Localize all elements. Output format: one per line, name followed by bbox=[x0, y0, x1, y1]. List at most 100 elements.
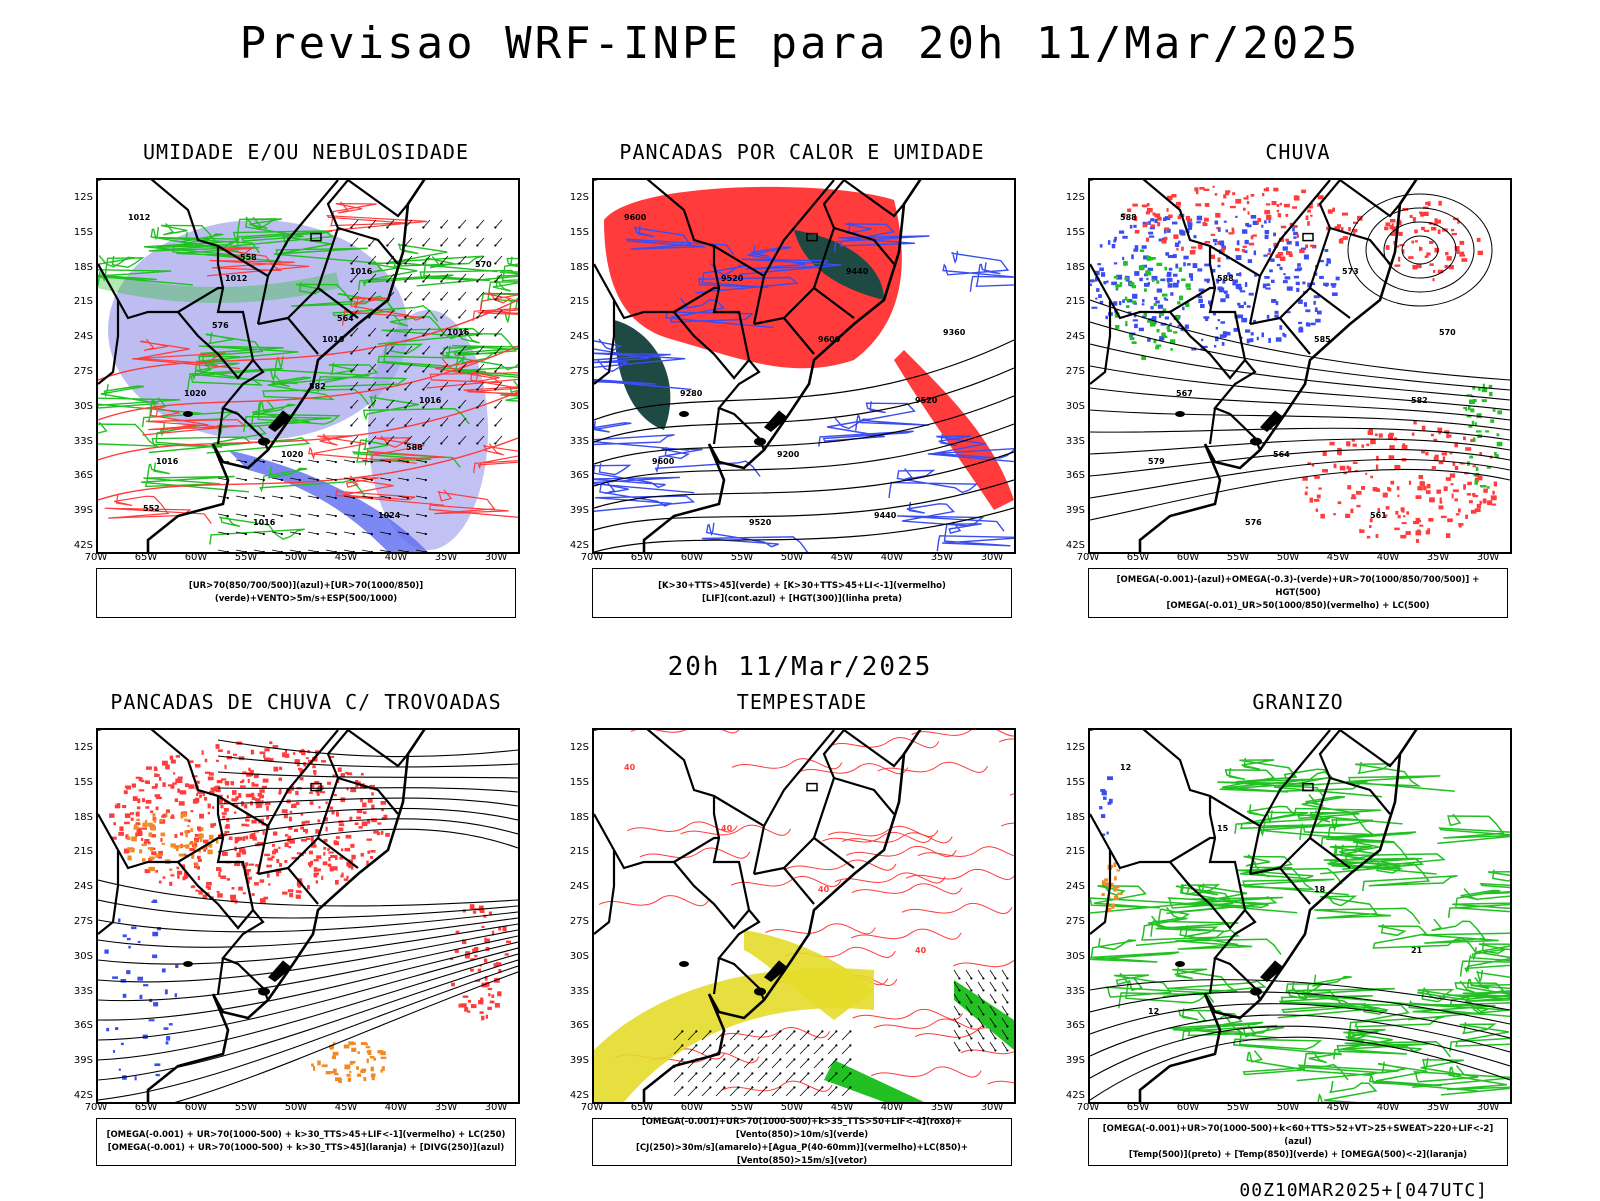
contour-label: 9600 bbox=[818, 335, 841, 344]
orange-area bbox=[313, 1066, 316, 1071]
rain-area bbox=[1472, 386, 1476, 390]
forecast-map: 12 15 18 21 12 bbox=[1088, 728, 1512, 1104]
rain-area bbox=[1490, 419, 1495, 423]
thunderstorm-area bbox=[300, 826, 305, 830]
thunderstorm-area bbox=[162, 876, 166, 879]
rain-area bbox=[1167, 255, 1173, 259]
wind-vector bbox=[785, 1045, 795, 1055]
orange-area bbox=[200, 827, 204, 831]
thunderstorm-area bbox=[225, 782, 230, 786]
thunderstorm-area bbox=[480, 997, 484, 1001]
rain-area bbox=[1305, 215, 1309, 220]
rain-area bbox=[1096, 288, 1100, 292]
rain-area bbox=[1370, 439, 1376, 445]
rain-area bbox=[1233, 327, 1240, 332]
rain-area bbox=[1396, 245, 1400, 248]
rain-area bbox=[1199, 187, 1205, 190]
orange-area bbox=[153, 818, 157, 823]
rain-area bbox=[1123, 261, 1128, 266]
rain-area bbox=[1486, 486, 1490, 489]
rain-area bbox=[1454, 498, 1458, 502]
rain-area bbox=[1307, 462, 1311, 465]
wind-vector-head bbox=[440, 370, 443, 373]
wind-vector bbox=[743, 1073, 753, 1083]
rain-area bbox=[1196, 189, 1199, 195]
wind-vector bbox=[351, 345, 359, 354]
rain-area bbox=[1296, 234, 1299, 239]
rain-area bbox=[1155, 300, 1160, 304]
wind-vector bbox=[369, 291, 377, 300]
wind-vector-head bbox=[350, 442, 353, 445]
thunderstorm-area bbox=[237, 836, 243, 841]
orange-area bbox=[142, 822, 148, 827]
rain-area bbox=[1361, 486, 1365, 490]
thunderstorm-area bbox=[245, 818, 250, 822]
state-border bbox=[812, 730, 845, 839]
thunderstorm-area bbox=[224, 764, 227, 770]
wind-vector bbox=[441, 237, 449, 246]
wind-vector-head bbox=[404, 406, 407, 409]
divergence-area bbox=[113, 1050, 116, 1053]
rain-area bbox=[1285, 238, 1289, 242]
thunderstorm-area bbox=[205, 771, 211, 774]
latitude-label: 18S bbox=[569, 261, 589, 273]
rain-area bbox=[1449, 452, 1453, 455]
contour-label: 558 bbox=[240, 253, 257, 262]
rain-area bbox=[1198, 245, 1203, 250]
wind-vector-head bbox=[404, 388, 407, 391]
rain-area bbox=[1183, 262, 1186, 267]
thunderstorm-area bbox=[345, 834, 352, 839]
rain-area bbox=[1475, 473, 1480, 478]
orange-area bbox=[198, 850, 202, 853]
rain-area bbox=[1095, 276, 1098, 282]
field-contour bbox=[267, 355, 370, 386]
thunderstorm-area bbox=[360, 852, 364, 857]
latitude-label: 12S bbox=[569, 742, 589, 753]
rain-area bbox=[1450, 483, 1454, 486]
latitude-label: 12S bbox=[73, 742, 93, 753]
wind-vector bbox=[729, 1045, 739, 1055]
rain-area bbox=[1481, 399, 1487, 403]
thunderstorm-area bbox=[273, 766, 279, 772]
rain-area bbox=[1298, 321, 1303, 325]
legend-line: [K>30+TTS>45](verde) + [K>30+TTS>45+LI<-… bbox=[658, 581, 946, 591]
rain-area bbox=[1217, 264, 1221, 268]
rain-area bbox=[1312, 245, 1316, 248]
latitude-label: 33S bbox=[569, 435, 589, 447]
thunderstorm-area bbox=[293, 828, 299, 832]
omega-area bbox=[1104, 882, 1111, 886]
rain-area bbox=[1181, 246, 1184, 251]
state-border bbox=[1169, 836, 1215, 863]
rain-area bbox=[1307, 209, 1311, 213]
thunderstorm-area bbox=[138, 789, 145, 792]
orange-area bbox=[351, 1047, 357, 1052]
rain-area bbox=[1327, 209, 1333, 214]
wind-vector-head bbox=[404, 298, 407, 301]
latitude-label: 42S bbox=[73, 540, 93, 551]
height-contour bbox=[1090, 365, 1510, 411]
orange-area bbox=[357, 1073, 362, 1077]
state-border bbox=[267, 730, 339, 827]
wind-vector bbox=[495, 273, 503, 282]
rain-area bbox=[1301, 189, 1307, 194]
orange-area bbox=[360, 1042, 367, 1046]
rain-area bbox=[1398, 256, 1401, 262]
rain-area bbox=[1458, 508, 1461, 513]
wind-vector-head bbox=[958, 977, 961, 980]
rain-area bbox=[1246, 305, 1251, 308]
rain-area bbox=[1479, 500, 1482, 505]
wind-vector-head bbox=[334, 550, 337, 552]
thunderstorm-area bbox=[247, 779, 250, 783]
rain-area bbox=[1419, 211, 1422, 214]
wind-vector-head bbox=[244, 496, 247, 500]
wind-vector-head bbox=[370, 550, 373, 552]
divergence-area bbox=[168, 1023, 173, 1026]
thunderstorm-area bbox=[360, 798, 363, 803]
rain-area bbox=[1451, 228, 1455, 232]
field-contour bbox=[1437, 813, 1510, 845]
longitude-label: 35W bbox=[434, 552, 458, 563]
rain-area bbox=[1417, 518, 1421, 521]
wind-vector bbox=[405, 327, 413, 336]
rain-area bbox=[1275, 337, 1282, 342]
wind-vector bbox=[459, 291, 467, 300]
